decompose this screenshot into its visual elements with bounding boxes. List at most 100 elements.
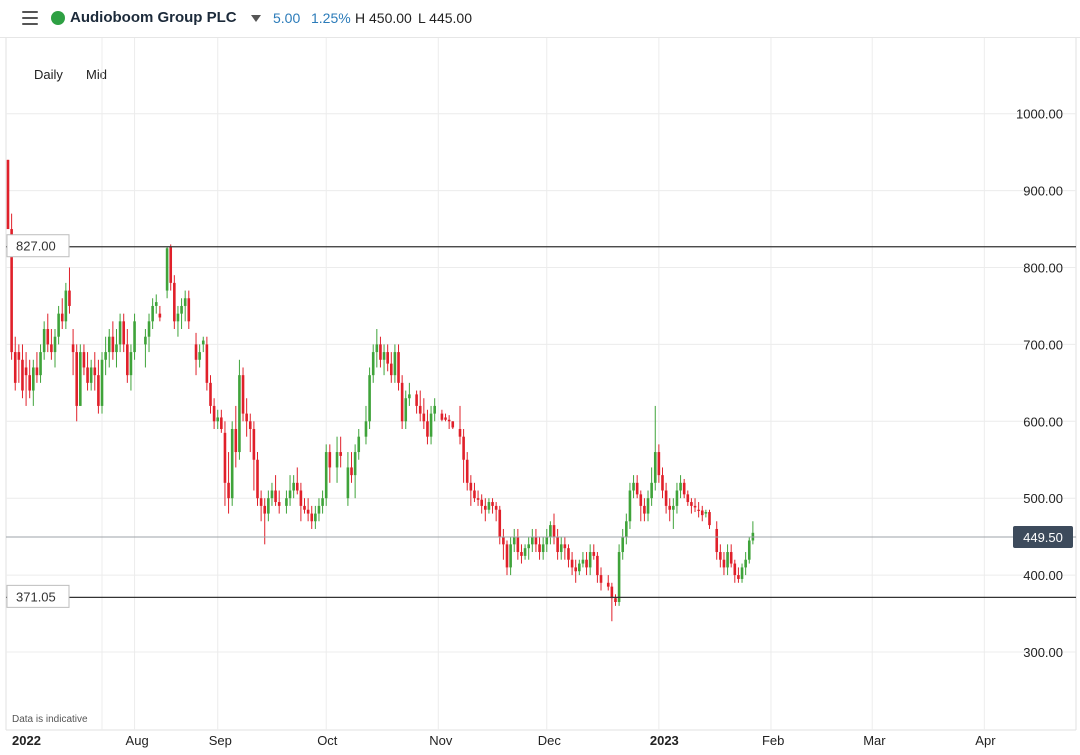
candle: [198, 352, 201, 360]
candle: [100, 359, 104, 406]
candle: [379, 344, 382, 360]
x-tick-label: Mar: [863, 733, 886, 748]
day-high: H 450.00: [355, 10, 412, 26]
candle: [267, 498, 270, 514]
candle: [574, 567, 578, 572]
candle: [389, 363, 393, 376]
candle: [173, 282, 176, 322]
candle: [433, 405, 436, 414]
candle: [328, 452, 332, 468]
candle: [700, 510, 704, 516]
candle: [386, 352, 389, 364]
candle: [82, 352, 86, 368]
candle: [285, 498, 288, 506]
candle: [545, 536, 549, 545]
candle: [621, 536, 625, 553]
hamburger-menu-icon[interactable]: [22, 11, 38, 25]
x-tick-label: 2022: [12, 733, 41, 748]
candle: [635, 482, 639, 495]
candle: [509, 544, 512, 568]
candle: [364, 421, 368, 437]
candle: [10, 229, 13, 353]
candle: [68, 290, 71, 306]
candle: [480, 499, 483, 506]
candle: [299, 490, 303, 506]
candle: [104, 352, 107, 360]
candle: [176, 313, 180, 322]
price-level-tag[interactable]: [6, 234, 70, 258]
candle: [335, 452, 339, 468]
candle: [617, 552, 621, 603]
candle: [28, 375, 31, 391]
candle: [234, 428, 238, 453]
candle: [35, 367, 39, 376]
candle: [747, 540, 751, 560]
instrument-name[interactable]: Audioboom Group PLC: [70, 9, 237, 26]
candle: [487, 502, 491, 510]
last-price-label: 449.50: [1023, 530, 1063, 545]
candle: [476, 498, 480, 500]
candle: [606, 582, 610, 587]
candle: [426, 421, 429, 437]
candle: [368, 375, 371, 422]
candle: [180, 305, 183, 314]
candle: [563, 544, 567, 549]
candle: [314, 513, 317, 522]
candle: [107, 336, 111, 353]
candle: [567, 548, 570, 560]
x-tick-label: Apr: [975, 733, 996, 748]
candle: [42, 329, 46, 353]
candle: [292, 482, 295, 491]
interval-selector[interactable]: Daily: [34, 67, 63, 82]
candle: [357, 436, 361, 453]
candle: [50, 344, 53, 353]
candle: [625, 521, 628, 537]
candle: [704, 512, 708, 514]
day-low: L 445.00: [418, 10, 472, 26]
candle: [89, 367, 93, 383]
candle: [719, 552, 722, 560]
candle: [679, 482, 682, 491]
candle: [46, 329, 50, 345]
candle: [570, 559, 574, 568]
candle: [248, 421, 252, 429]
candle: [93, 367, 97, 376]
candle: [111, 336, 115, 353]
y-tick-label: 1000.00: [1016, 107, 1063, 122]
candle: [588, 552, 592, 568]
candle: [339, 452, 342, 456]
candle: [227, 482, 230, 499]
candle: [682, 482, 686, 495]
chevron-down-icon[interactable]: [251, 15, 261, 22]
candle: [664, 490, 668, 506]
candle: [668, 505, 672, 510]
candle: [126, 344, 129, 376]
y-tick-label: 800.00: [1023, 261, 1063, 276]
price-level-label: 371.05: [16, 589, 56, 604]
x-tick-label: Oct: [317, 733, 338, 748]
candle: [451, 421, 455, 428]
candle: [444, 417, 447, 420]
candle: [277, 502, 281, 506]
candle: [661, 475, 664, 491]
candle: [737, 575, 740, 579]
candle: [393, 352, 397, 376]
candle: [502, 536, 505, 545]
x-tick-label: Sep: [209, 733, 232, 748]
candle: [158, 313, 162, 318]
candle: [531, 536, 534, 545]
candle: [429, 413, 433, 437]
x-tick-label: Aug: [126, 733, 149, 748]
candle: [646, 498, 650, 514]
candle: [541, 544, 545, 553]
price-level-tag[interactable]: [6, 584, 70, 608]
candle: [144, 336, 147, 345]
candle: [578, 563, 581, 572]
candle: [422, 413, 426, 422]
candle: [256, 459, 259, 499]
candle: [64, 290, 68, 322]
candle: [581, 559, 585, 564]
candle: [324, 452, 328, 499]
market-status-dot-icon: [51, 11, 65, 25]
